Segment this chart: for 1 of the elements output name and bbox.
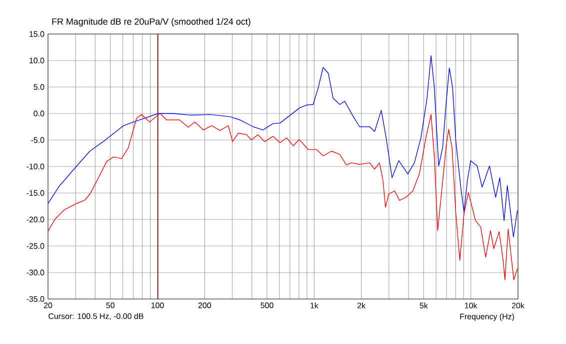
chart-title: FR Magnitude dB re 20uPa/V (smoothed 1/24 oct) [52, 18, 250, 26]
